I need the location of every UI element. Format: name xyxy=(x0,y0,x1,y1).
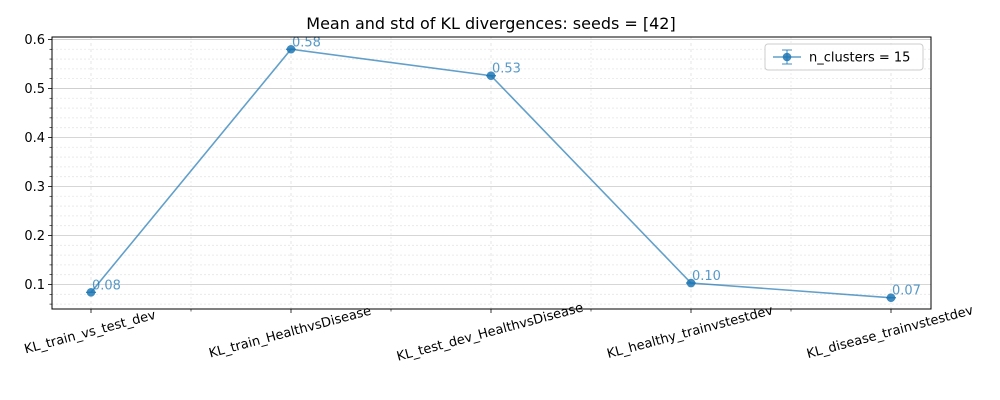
data-point xyxy=(86,288,96,297)
chart-title: Mean and std of KL divergences: seeds = … xyxy=(306,14,675,33)
data-label: 0.08 xyxy=(92,278,121,293)
y-tick-label: 0.6 xyxy=(24,33,45,48)
y-tick-label: 0.1 xyxy=(24,278,45,293)
series-layer: 0.08 0.58 0.53 0.10 0.07 xyxy=(86,35,921,303)
y-tick-label: 0.4 xyxy=(24,131,45,146)
data-label: 0.10 xyxy=(692,269,721,284)
data-label: 0.53 xyxy=(492,62,521,77)
minor-grid xyxy=(52,37,931,309)
data-point xyxy=(486,71,496,81)
legend: n_clusters = 15 xyxy=(764,43,924,71)
legend-box xyxy=(764,43,924,71)
legend-label: n_clusters = 15 xyxy=(809,51,910,66)
major-grid xyxy=(52,37,931,309)
x-tick-label: KL_test_dev_HealthvsDisease xyxy=(395,300,585,364)
data-label: 0.07 xyxy=(892,284,921,299)
x-tick-label: KL_train_HealthvsDisease xyxy=(207,304,372,362)
x-tick-label: KL_train_vs_test_dev xyxy=(23,308,158,358)
x-tick-label: KL_disease_trainvstestdev xyxy=(805,303,975,362)
y-tick-label: 0.2 xyxy=(24,229,45,244)
y-tick-label: 0.3 xyxy=(24,180,45,195)
axis-ticks: 0.1 0.2 0.3 0.4 0.5 0.6 KL_train_vs_test_dev KL… xyxy=(23,33,976,365)
plot-frame xyxy=(51,36,932,310)
data-point xyxy=(286,44,296,54)
data-label: 0.58 xyxy=(292,35,321,50)
data-point xyxy=(686,278,696,288)
y-tick-label: 0.5 xyxy=(24,82,45,97)
data-point xyxy=(886,293,896,303)
x-tick-label: KL_healthy_trainvstestdev xyxy=(605,303,775,362)
legend-marker xyxy=(782,52,792,62)
